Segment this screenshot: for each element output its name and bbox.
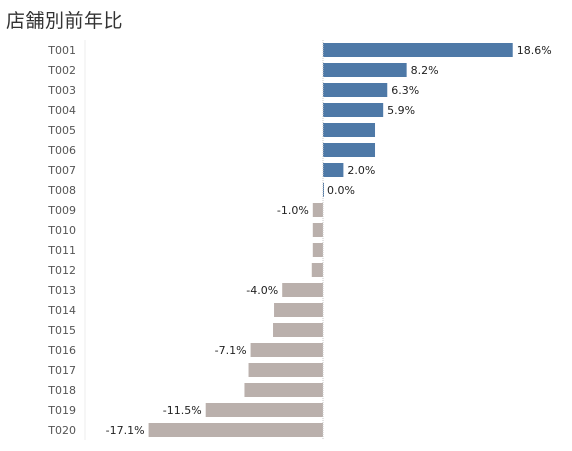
bar-T005[interactable]: [323, 123, 376, 137]
category-tick-label: T017: [47, 364, 76, 377]
category-tick-label: T012: [47, 264, 76, 277]
category-tick-label: T010: [47, 224, 76, 237]
data-label: -11.5%: [163, 404, 202, 417]
category-tick-label: T013: [47, 284, 76, 297]
data-label: 18.6%: [517, 44, 552, 57]
category-tick-label: T014: [47, 304, 76, 317]
data-label: 8.2%: [411, 64, 439, 77]
category-tick-label: T004: [47, 104, 76, 117]
bar-T012[interactable]: [311, 263, 323, 277]
category-tick-label: T003: [47, 84, 76, 97]
bar-T020[interactable]: [148, 423, 323, 437]
bar-T011[interactable]: [312, 243, 323, 257]
category-tick-label: T011: [47, 244, 76, 257]
bar-T001[interactable]: [323, 43, 513, 57]
bar-T006[interactable]: [323, 143, 376, 157]
category-tick-label: T015: [47, 324, 76, 337]
data-label: -4.0%: [246, 284, 278, 297]
category-tick-label: T019: [47, 404, 76, 417]
bar-T009[interactable]: [312, 203, 323, 217]
bar-T018[interactable]: [244, 383, 323, 397]
bar-T015[interactable]: [273, 323, 323, 337]
data-label: -7.1%: [215, 344, 247, 357]
bar-T004[interactable]: [323, 103, 384, 117]
category-tick-label: T009: [47, 204, 76, 217]
category-tick-label: T020: [47, 424, 76, 437]
data-label: -1.0%: [277, 204, 309, 217]
bar-T014[interactable]: [274, 303, 323, 317]
data-label: 6.3%: [391, 84, 419, 97]
bar-T016[interactable]: [250, 343, 323, 357]
data-label: 0.0%: [327, 184, 355, 197]
bar-T019[interactable]: [205, 403, 323, 417]
category-tick-label: T008: [47, 184, 76, 197]
data-label: -17.1%: [106, 424, 145, 437]
category-tick-label: T018: [47, 384, 76, 397]
bar-T003[interactable]: [323, 83, 388, 97]
bar-T007[interactable]: [323, 163, 344, 177]
chart-title: 店舗別前年比: [6, 10, 124, 32]
category-tick-label: T007: [47, 164, 76, 177]
category-tick-label: T001: [47, 44, 76, 57]
category-tick-label: T006: [47, 144, 76, 157]
bar-T017[interactable]: [248, 363, 323, 377]
data-label: 2.0%: [347, 164, 375, 177]
category-tick-label: T016: [47, 344, 76, 357]
data-label: 5.9%: [387, 104, 415, 117]
category-tick-label: T005: [47, 124, 76, 137]
category-tick-label: T002: [47, 64, 76, 77]
bar-T013[interactable]: [282, 283, 323, 297]
bar-T002[interactable]: [323, 63, 407, 77]
bar-T010[interactable]: [312, 223, 323, 237]
